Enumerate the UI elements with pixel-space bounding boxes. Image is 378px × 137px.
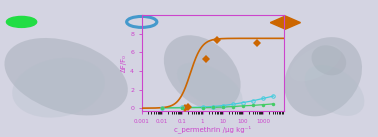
Ellipse shape (5, 38, 128, 115)
Y-axis label: ΔF/F₀: ΔF/F₀ (121, 54, 127, 72)
Ellipse shape (305, 65, 364, 116)
Polygon shape (270, 16, 301, 29)
Ellipse shape (164, 35, 241, 110)
X-axis label: c_permethrin /μg kg⁻¹: c_permethrin /μg kg⁻¹ (174, 125, 251, 133)
Circle shape (6, 16, 37, 27)
Ellipse shape (177, 63, 243, 110)
Ellipse shape (311, 45, 346, 75)
Ellipse shape (290, 45, 341, 81)
Ellipse shape (12, 58, 105, 118)
Ellipse shape (284, 37, 362, 116)
